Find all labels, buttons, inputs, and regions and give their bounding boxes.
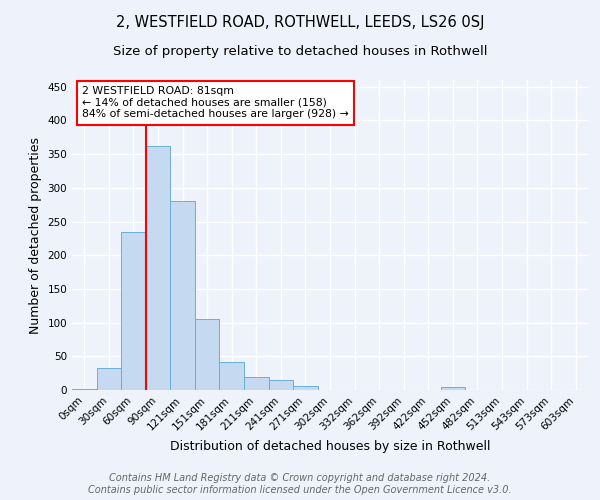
Text: 2, WESTFIELD ROAD, ROTHWELL, LEEDS, LS26 0SJ: 2, WESTFIELD ROAD, ROTHWELL, LEEDS, LS26… [116, 15, 484, 30]
X-axis label: Distribution of detached houses by size in Rothwell: Distribution of detached houses by size … [170, 440, 490, 453]
Bar [440, 388, 465, 390]
Text: Contains HM Land Registry data © Crown copyright and database right 2024.
Contai: Contains HM Land Registry data © Crown c… [88, 474, 512, 495]
Text: 2 WESTFIELD ROAD: 81sqm
← 14% of detached houses are smaller (158)
84% of semi-d: 2 WESTFIELD ROAD: 81sqm ← 14% of detache… [82, 86, 349, 120]
Bar [170, 202, 195, 390]
Bar [220, 362, 244, 390]
Bar [146, 146, 170, 390]
Bar [269, 380, 293, 390]
Bar [97, 368, 121, 390]
Y-axis label: Number of detached properties: Number of detached properties [29, 136, 42, 334]
Text: Size of property relative to detached houses in Rothwell: Size of property relative to detached ho… [113, 45, 487, 58]
Bar [195, 318, 220, 390]
Bar [293, 386, 318, 390]
Bar [72, 388, 97, 390]
Bar [121, 232, 146, 390]
Bar [244, 376, 269, 390]
